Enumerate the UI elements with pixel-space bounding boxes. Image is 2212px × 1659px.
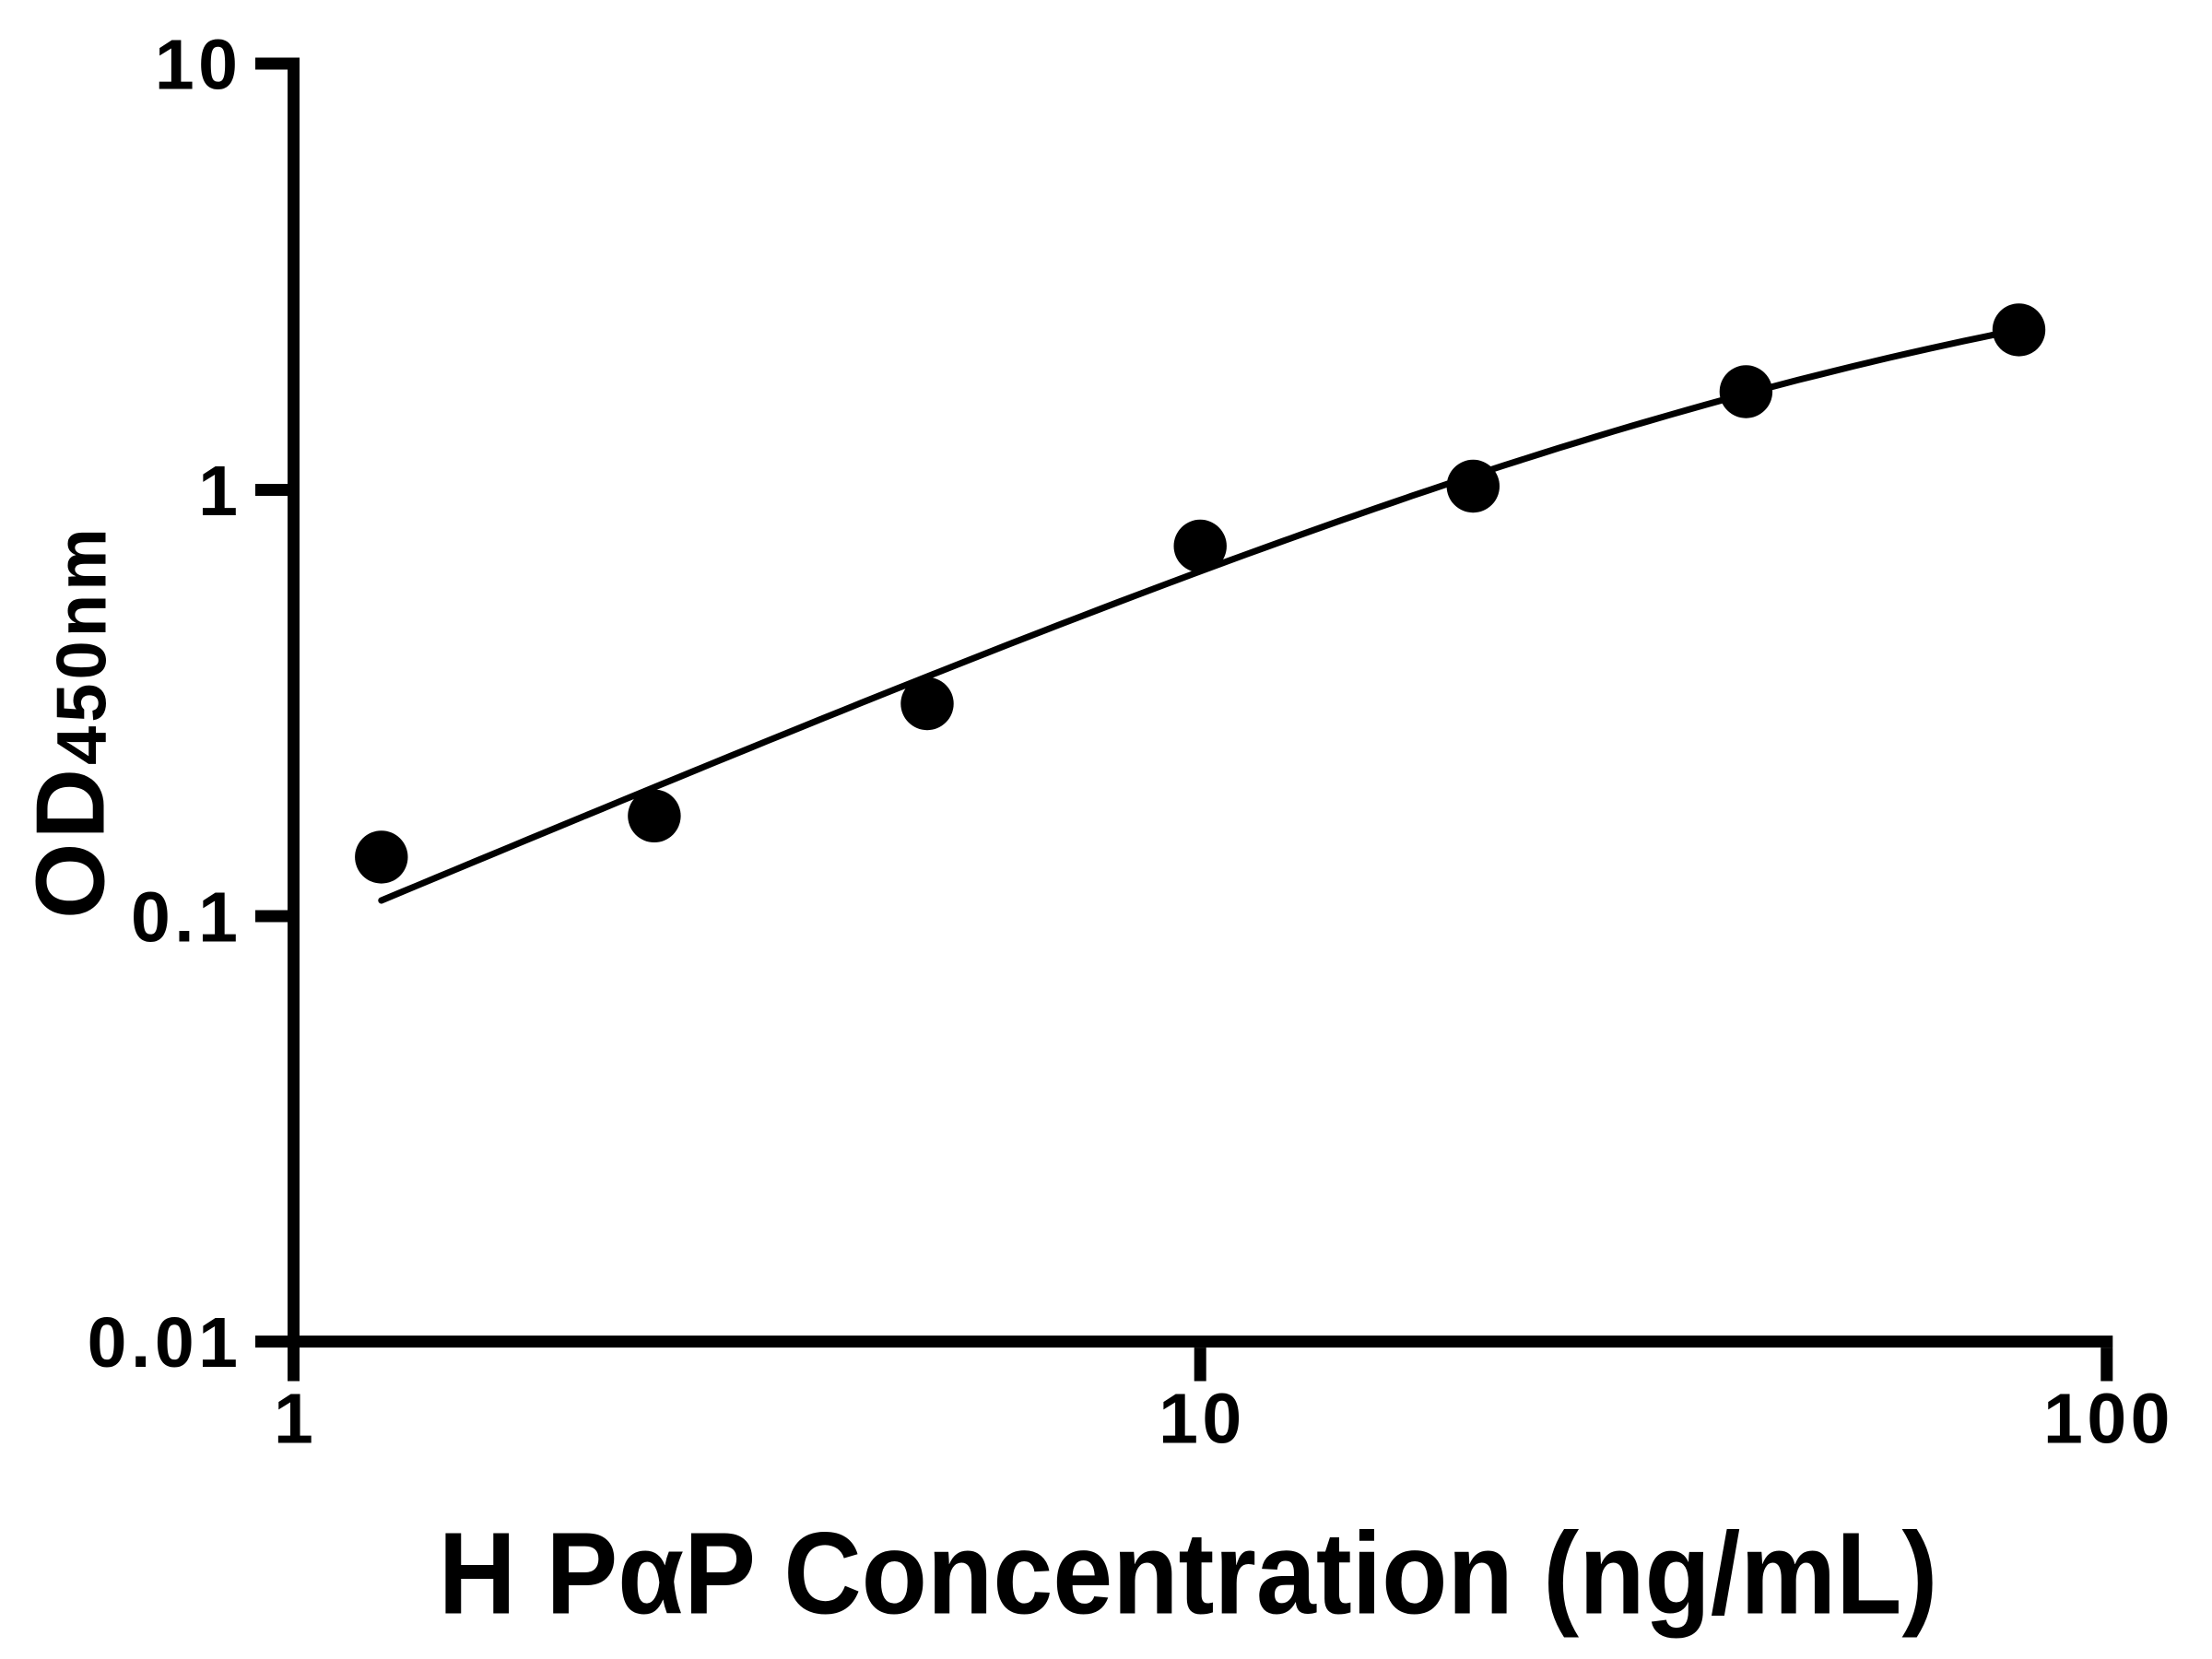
svg-text:1: 1 [198,452,241,531]
svg-text:0.01: 0.01 [88,1303,242,1382]
svg-text:10: 10 [1159,1380,1246,1459]
svg-text:100: 100 [2043,1380,2174,1459]
svg-text:H PαP Concentration (ng/mL): H PαP Concentration (ng/mL) [439,1508,1938,1638]
svg-text:0.1: 0.1 [131,878,242,958]
svg-text:10: 10 [155,26,242,105]
svg-text:1: 1 [274,1380,317,1459]
